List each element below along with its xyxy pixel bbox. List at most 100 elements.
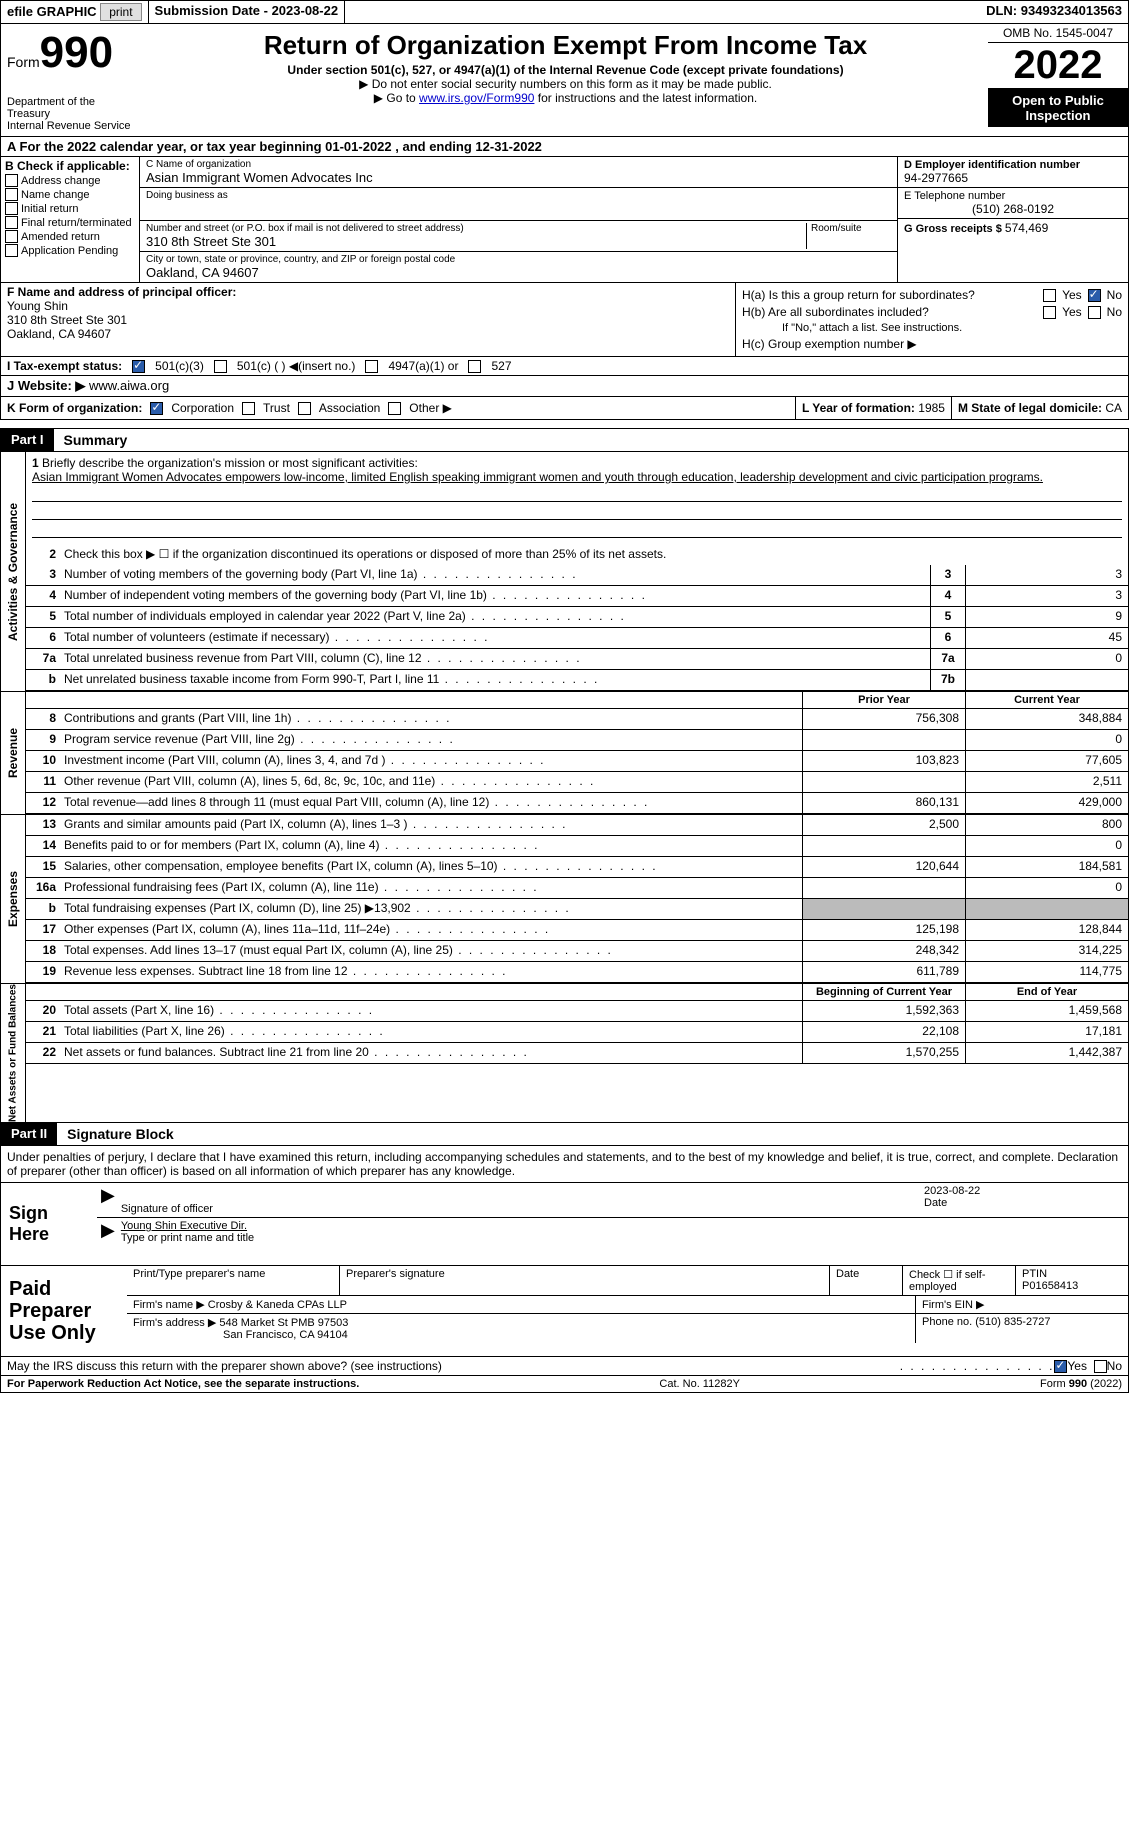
ha-yes-checkbox[interactable] (1043, 289, 1056, 302)
tax-year-line: A For the 2022 calendar year, or tax yea… (1, 137, 548, 156)
part1-header: Part I Summary (0, 428, 1129, 452)
row-a: A For the 2022 calendar year, or tax yea… (0, 137, 1129, 157)
governance-tab: Activities & Governance (1, 452, 26, 691)
expenses-section: Expenses 13Grants and similar amounts pa… (0, 815, 1129, 984)
4947-checkbox[interactable] (365, 360, 378, 373)
print-button[interactable]: print (100, 3, 141, 21)
revenue-section: Revenue Prior YearCurrent Year 8Contribu… (0, 692, 1129, 815)
city-state-zip: Oakland, CA 94607 (146, 265, 891, 280)
ha-no-checkbox[interactable] (1088, 289, 1101, 302)
phone-box: E Telephone number (510) 268-0192 (898, 188, 1128, 219)
name-change-label: Name change (21, 189, 90, 201)
501c3-checkbox[interactable] (132, 360, 145, 373)
addr-box: Number and street (or P.O. box if mail i… (140, 221, 897, 252)
efile-label: efile GRAPHIC print (1, 1, 149, 23)
other-checkbox[interactable] (388, 402, 401, 415)
preparer-block: Paid Preparer Use Only Print/Type prepar… (0, 1266, 1129, 1357)
website-row: J Website: ▶ www.aiwa.org (0, 376, 1129, 397)
final-return-label: Final return/terminated (21, 217, 132, 229)
dba-box: Doing business as (140, 188, 897, 221)
addr-change-checkbox[interactable] (5, 174, 18, 187)
hc-label: H(c) Group exemption number ▶ (742, 337, 917, 351)
check-header: B Check if applicable: (5, 159, 135, 173)
final-return-checkbox[interactable] (5, 216, 18, 229)
officer-block: F Name and address of principal officer:… (1, 283, 736, 356)
col-b: B Check if applicable: Address change Na… (1, 157, 140, 282)
discuss-text: May the IRS discuss this return with the… (7, 1359, 900, 1373)
app-pending-label: Application Pending (21, 245, 118, 257)
dln: DLN: 93493234013563 (345, 1, 1128, 23)
org-name-box: C Name of organization Asian Immigrant W… (140, 157, 897, 188)
part2-header: Part II Signature Block (0, 1123, 1129, 1146)
ha-label: H(a) Is this a group return for subordin… (742, 288, 1037, 302)
irs-link[interactable]: www.irs.gov/Form990 (419, 91, 534, 105)
link-note: ▶ Go to www.irs.gov/Form990 for instruct… (149, 91, 982, 105)
amended-return-checkbox[interactable] (5, 230, 18, 243)
firm-addr1: 548 Market St PMB 97503 (219, 1317, 348, 1329)
netassets-tab: Net Assets or Fund Balances (1, 984, 26, 1122)
initial-return-checkbox[interactable] (5, 202, 18, 215)
discuss-no-checkbox[interactable] (1094, 1360, 1107, 1373)
col-c: C Name of organization Asian Immigrant W… (140, 157, 898, 282)
h-block: H(a) Is this a group return for subordin… (736, 283, 1128, 356)
sign-date: 2023-08-22 (924, 1185, 1124, 1197)
name-change-checkbox[interactable] (5, 188, 18, 201)
year-block: OMB No. 1545-0047 2022 Open to Public In… (988, 24, 1128, 136)
dept-label: Department of the Treasury (7, 96, 137, 120)
sign-block: Sign Here ▶Signature of officer2023-08-2… (0, 1183, 1129, 1266)
net-header: Beginning of Current YearEnd of Year (26, 984, 1128, 1001)
hb-no-checkbox[interactable] (1088, 306, 1101, 319)
rev-header: Prior YearCurrent Year (26, 692, 1128, 709)
prep-date-head: Date (830, 1266, 903, 1295)
omb-number: OMB No. 1545-0047 (988, 24, 1128, 43)
prep-name-head: Print/Type preparer's name (127, 1266, 340, 1295)
trust-checkbox[interactable] (242, 402, 255, 415)
submission-date: Submission Date - 2023-08-22 (149, 1, 346, 23)
assoc-checkbox[interactable] (298, 402, 311, 415)
irs-label: Internal Revenue Service (7, 120, 137, 132)
form-990-page: efile GRAPHIC print Submission Date - 20… (0, 0, 1129, 1393)
phone-value: (510) 268-0192 (904, 202, 1122, 216)
addr-change-label: Address change (21, 175, 101, 187)
firm-ein-label: Firm's EIN ▶ (916, 1296, 1128, 1313)
public-inspection: Open to Public Inspection (988, 89, 1128, 127)
ein-value: 94-2977665 (904, 171, 1122, 185)
state-domicile: CA (1105, 401, 1122, 415)
part1-title: Summary (54, 429, 138, 451)
app-pending-checkbox[interactable] (5, 244, 18, 257)
sig-intro: Under penalties of perjury, I declare th… (0, 1146, 1129, 1183)
discuss-yes-checkbox[interactable] (1054, 1360, 1067, 1373)
hb-note: If "No," attach a list. See instructions… (742, 322, 1122, 334)
527-checkbox[interactable] (468, 360, 481, 373)
form-subtitle: Under section 501(c), 527, or 4947(a)(1)… (149, 63, 982, 77)
officer-addr1: 310 8th Street Ste 301 (7, 313, 729, 327)
discuss-row: May the IRS discuss this return with the… (0, 1357, 1129, 1376)
gross-receipts: 574,469 (1005, 221, 1048, 235)
arrow-icon: ▶ (101, 1185, 115, 1215)
preparer-label: Paid Preparer Use Only (1, 1266, 127, 1356)
netassets-section: Net Assets or Fund Balances Beginning of… (0, 984, 1129, 1123)
org-name: Asian Immigrant Women Advocates Inc (146, 170, 891, 185)
footer-right: Form 990 (2022) (1040, 1378, 1122, 1390)
form-id-block: Form990 Department of the Treasury Inter… (1, 24, 143, 136)
ssn-note: ▶ Do not enter social security numbers o… (149, 77, 982, 91)
officer-name: Young Shin (7, 299, 729, 313)
arrow-icon: ▶ (101, 1220, 115, 1244)
firm-addr2: San Francisco, CA 94104 (133, 1329, 348, 1341)
tax-year: 2022 (988, 43, 1128, 89)
501c-checkbox[interactable] (214, 360, 227, 373)
sign-here-label: Sign Here (1, 1183, 97, 1265)
officer-addr2: Oakland, CA 94607 (7, 327, 729, 341)
form-header: Form990 Department of the Treasury Inter… (0, 24, 1129, 137)
part1-label: Part I (1, 429, 54, 451)
footer: For Paperwork Reduction Act Notice, see … (0, 1376, 1129, 1393)
street-address: 310 8th Street Ste 301 (146, 234, 806, 249)
corp-checkbox[interactable] (150, 402, 163, 415)
part2-title: Signature Block (57, 1123, 184, 1145)
firm-name: Crosby & Kaneda CPAs LLP (208, 1299, 347, 1311)
mission-text: Asian Immigrant Women Advocates empowers… (32, 470, 1043, 484)
footer-left: For Paperwork Reduction Act Notice, see … (7, 1378, 359, 1390)
expenses-tab: Expenses (1, 815, 26, 983)
top-bar: efile GRAPHIC print Submission Date - 20… (0, 0, 1129, 24)
hb-yes-checkbox[interactable] (1043, 306, 1056, 319)
